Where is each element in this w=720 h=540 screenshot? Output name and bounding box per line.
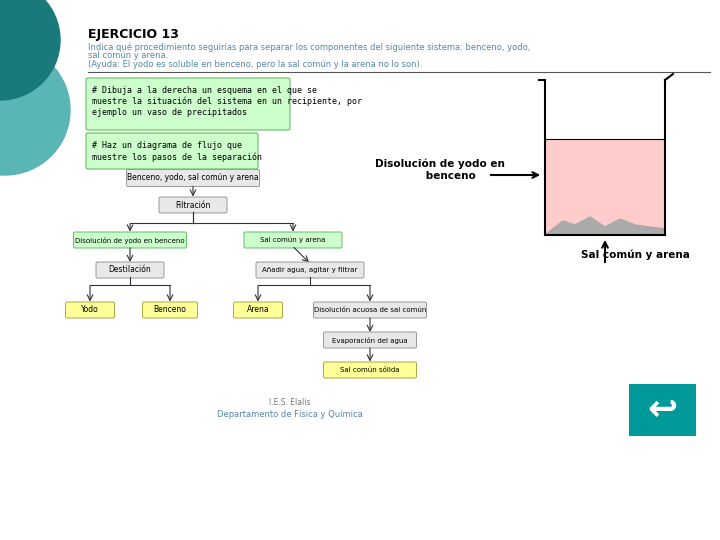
FancyBboxPatch shape xyxy=(66,302,114,318)
Text: Benceno, yodo, sal común y arena: Benceno, yodo, sal común y arena xyxy=(127,173,258,183)
Text: Sal común y arena: Sal común y arena xyxy=(261,237,325,243)
Text: Destilación: Destilación xyxy=(109,266,151,274)
Text: Disolución acuosa de sal común: Disolución acuosa de sal común xyxy=(314,307,426,313)
Text: EJERCICIO 13: EJERCICIO 13 xyxy=(88,28,179,41)
FancyBboxPatch shape xyxy=(629,384,696,436)
Text: Añadir agua, agitar y filtrar: Añadir agua, agitar y filtrar xyxy=(262,267,358,273)
Polygon shape xyxy=(545,217,665,235)
Text: Disolución de yodo en benceno: Disolución de yodo en benceno xyxy=(75,237,185,244)
Text: Filtración: Filtración xyxy=(175,200,211,210)
Text: sal común y arena.: sal común y arena. xyxy=(88,51,168,60)
Text: Evaporación del agua: Evaporación del agua xyxy=(332,336,408,343)
Text: # Haz un diagrama de flujo que: # Haz un diagrama de flujo que xyxy=(92,141,242,150)
Bar xyxy=(545,139,665,235)
Text: muestre los pasos de la separación: muestre los pasos de la separación xyxy=(92,152,262,161)
Text: Departamento de Física y Química: Departamento de Física y Química xyxy=(217,410,363,419)
FancyBboxPatch shape xyxy=(244,232,342,248)
Text: ejemplo un vaso de precipitados: ejemplo un vaso de precipitados xyxy=(92,108,247,117)
Text: Disolución de yodo en
      benceno: Disolución de yodo en benceno xyxy=(375,159,505,181)
FancyBboxPatch shape xyxy=(233,302,282,318)
FancyBboxPatch shape xyxy=(313,302,426,318)
FancyBboxPatch shape xyxy=(86,78,290,130)
Text: Sal común sólida: Sal común sólida xyxy=(341,367,400,373)
FancyBboxPatch shape xyxy=(323,362,416,378)
Text: (Ayuda: El yodo es soluble en benceno, pero la sal común y la arena no lo son).: (Ayuda: El yodo es soluble en benceno, p… xyxy=(88,60,423,69)
Text: Indica qué procedimiento seguirías para separar los componentes del siguiente si: Indica qué procedimiento seguirías para … xyxy=(88,42,531,51)
Text: Benceno: Benceno xyxy=(153,306,186,314)
FancyBboxPatch shape xyxy=(127,170,259,186)
Circle shape xyxy=(0,0,60,100)
Text: Yodo: Yodo xyxy=(81,306,99,314)
Text: muestre la situación del sistema en un recipiente, por: muestre la situación del sistema en un r… xyxy=(92,97,362,106)
FancyBboxPatch shape xyxy=(256,262,364,278)
Text: # Dibuja a la derecha un esquema en el que se: # Dibuja a la derecha un esquema en el q… xyxy=(92,86,317,95)
FancyBboxPatch shape xyxy=(323,332,416,348)
Circle shape xyxy=(0,45,70,175)
Text: Arena: Arena xyxy=(247,306,269,314)
FancyBboxPatch shape xyxy=(86,133,258,169)
Text: ↩: ↩ xyxy=(647,393,678,427)
Text: I.E.S. Elalís: I.E.S. Elalís xyxy=(269,398,311,407)
FancyBboxPatch shape xyxy=(159,197,227,213)
FancyBboxPatch shape xyxy=(96,262,164,278)
Text: Sal común y arena: Sal común y arena xyxy=(580,249,690,260)
FancyBboxPatch shape xyxy=(143,302,197,318)
FancyBboxPatch shape xyxy=(73,232,186,248)
